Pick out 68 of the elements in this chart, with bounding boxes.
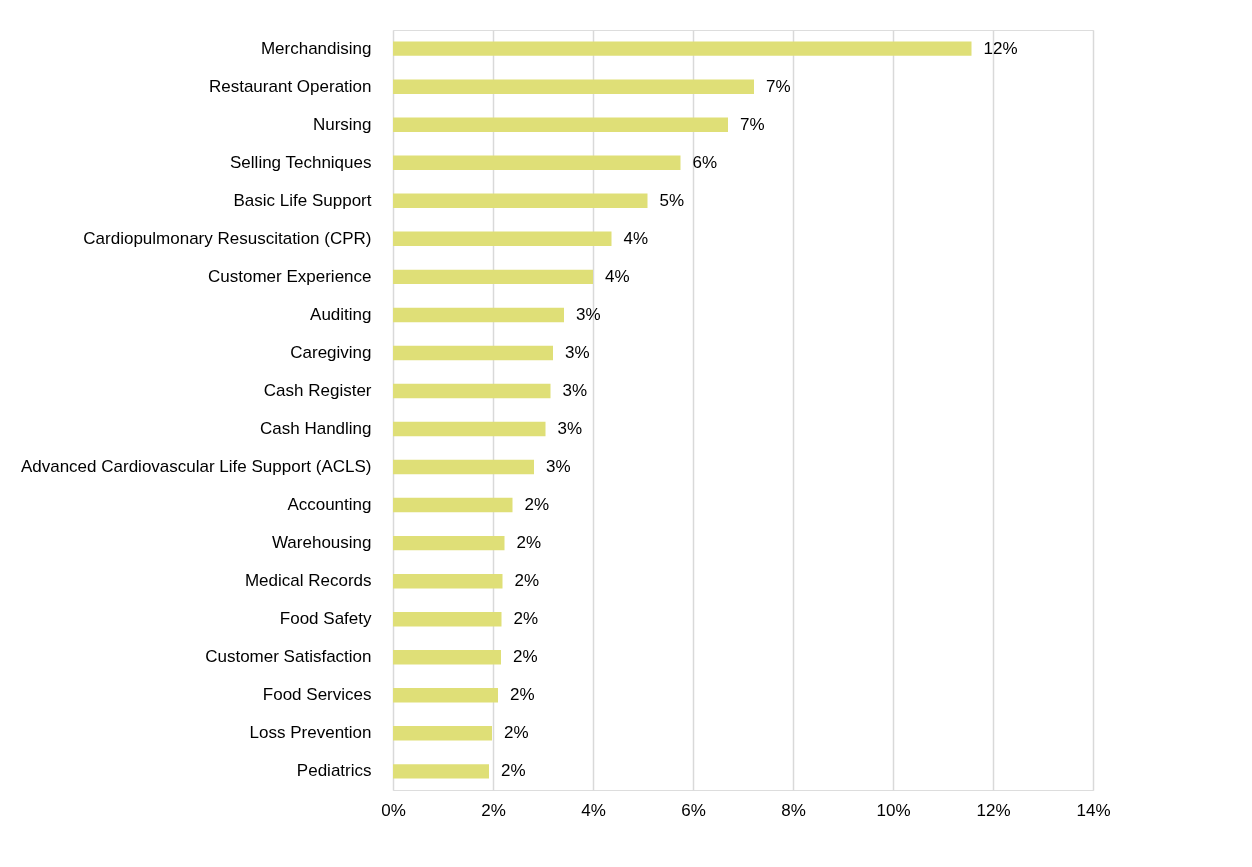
bar (393, 383, 551, 399)
x-tick-label: 14% (1076, 800, 1111, 820)
bar (393, 117, 728, 132)
data-label: 4% (605, 266, 630, 286)
y-tick-label: Basic Life Support (233, 190, 372, 210)
y-tick-label: Auditing (310, 304, 372, 324)
y-tick-label: Customer Experience (208, 266, 372, 286)
data-label: 5% (659, 190, 685, 210)
y-tick-label: Accounting (287, 495, 372, 515)
bar (393, 650, 501, 665)
data-label: 6% (692, 152, 718, 172)
y-tick-label: Cash Register (263, 380, 372, 400)
data-label: 2% (524, 495, 550, 515)
data-label: 2% (501, 761, 526, 781)
y-tick-label: Advanced Cardiovascular Life Support (ACLS) (20, 457, 372, 477)
x-tick-label: 2% (481, 800, 506, 820)
bar (393, 573, 503, 589)
y-tick-label: Caregiving (290, 342, 372, 362)
x-tick-label: 8% (781, 800, 806, 820)
bar (393, 421, 546, 437)
bar (393, 726, 492, 741)
x-tick-label: 10% (876, 800, 911, 820)
y-tick-label: Nursing (312, 114, 372, 134)
bar (393, 193, 648, 209)
data-label: 2% (514, 571, 540, 591)
bar (393, 535, 505, 551)
x-tick-label: 4% (581, 800, 606, 820)
data-label: 3% (546, 457, 571, 477)
x-tick-label: 6% (681, 800, 706, 820)
y-tick-label: Customer Satisfaction (205, 647, 372, 667)
bar (393, 688, 498, 703)
data-label: 7% (740, 114, 765, 134)
data-label: 2% (513, 609, 539, 629)
y-tick-label: Merchandising (260, 38, 372, 58)
y-tick-label: Warehousing (271, 533, 372, 553)
data-label: 3% (576, 304, 601, 324)
x-tick-label: 12% (976, 800, 1011, 820)
y-tick-label: Selling Techniques (230, 152, 372, 172)
bar (393, 231, 612, 247)
bar (393, 307, 564, 323)
data-label: 12% (983, 38, 1018, 58)
data-label: 4% (623, 228, 649, 248)
y-tick-label: Cardiopulmonary Resuscitation (CPR) (83, 228, 372, 248)
y-tick-label: Pediatrics (296, 761, 372, 781)
data-label: 2% (504, 723, 529, 743)
bar (393, 79, 754, 94)
y-tick-label: Restaurant Operation (208, 76, 372, 96)
bar (393, 497, 513, 513)
bar (393, 459, 534, 475)
y-tick-label: Food Services (262, 685, 372, 705)
bar (393, 155, 681, 170)
y-tick-label: Cash Handling (259, 419, 372, 439)
y-tick-label: Medical Records (244, 571, 372, 591)
x-tick-label: 0% (381, 800, 406, 820)
data-label: 3% (565, 342, 590, 362)
data-label: 3% (557, 419, 583, 439)
data-label: 7% (766, 76, 791, 96)
bar (393, 345, 553, 361)
bar (393, 269, 593, 285)
y-tick-label: Food Safety (279, 609, 372, 629)
bar (393, 764, 489, 779)
y-tick-label: Loss Prevention (249, 723, 372, 743)
data-label: 2% (513, 647, 538, 667)
data-label: 3% (562, 380, 588, 400)
bar (393, 41, 972, 56)
data-label: 2% (510, 685, 535, 705)
bar (393, 611, 502, 627)
data-label: 2% (516, 533, 542, 553)
